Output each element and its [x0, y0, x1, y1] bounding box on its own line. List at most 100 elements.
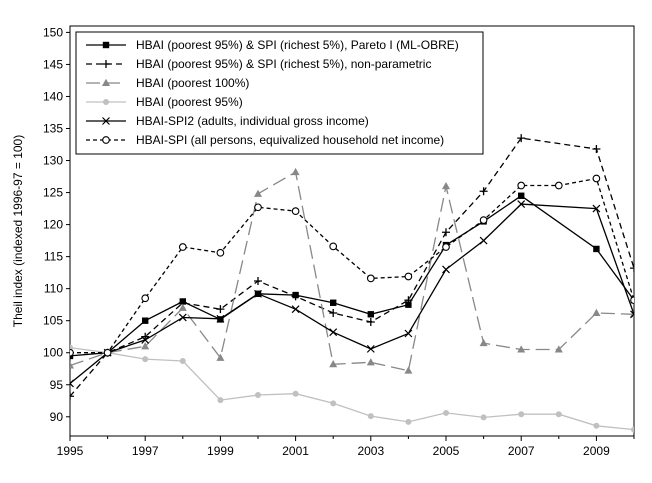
series-4-point — [179, 358, 186, 365]
series-5-point — [216, 314, 225, 323]
series-4 — [70, 344, 634, 433]
series-3-point — [254, 189, 262, 197]
series-3-point — [178, 303, 187, 311]
series-6-point — [103, 348, 112, 357]
series-5-point — [178, 313, 187, 322]
y-tick-label: 140 — [43, 89, 63, 103]
series-4-point — [255, 392, 261, 398]
series-5-point — [442, 265, 450, 274]
x-tick-label: 2003 — [357, 444, 384, 458]
series-4-point — [555, 411, 562, 418]
y-tick-label: 95 — [50, 378, 64, 392]
series-2-point — [254, 276, 262, 285]
series-3-point — [216, 353, 225, 361]
y-tick-label: 150 — [43, 25, 63, 39]
series-6-point — [592, 174, 601, 183]
series-6-point — [141, 294, 150, 303]
series-2-point — [517, 134, 526, 143]
series-6-line — [70, 177, 634, 354]
series-4-point — [367, 413, 374, 420]
series-1-point — [518, 192, 525, 199]
series-2-point — [216, 305, 225, 314]
legend-swatch-marker — [102, 41, 110, 49]
series-6-point — [70, 348, 74, 357]
series-3-point — [291, 167, 300, 176]
series-6-point — [630, 296, 634, 305]
series-5-point — [592, 204, 601, 213]
x-tick-label: 1995 — [57, 444, 84, 458]
series-2-point — [630, 264, 634, 273]
series-6-point — [291, 207, 300, 215]
series-2-point — [70, 392, 74, 401]
x-tick-label: 2001 — [282, 444, 309, 458]
series-3-point — [329, 360, 338, 368]
series-3-point — [517, 345, 526, 353]
x-tick-label: 1997 — [132, 444, 159, 458]
series-2-point — [404, 296, 413, 305]
series-4-point — [631, 426, 634, 433]
y-tick-label: 90 — [50, 410, 64, 424]
series-5-point — [70, 379, 74, 388]
series-4-point — [443, 409, 449, 416]
series-6-point — [216, 248, 225, 257]
series-3-point — [70, 361, 74, 369]
series-1-point — [330, 299, 337, 306]
series-3-point — [554, 345, 563, 353]
y-tick-label: 110 — [44, 282, 63, 296]
series-3 — [70, 167, 634, 374]
legend: HBAI (poorest 95%) & SPI (richest 5%), P… — [75, 31, 484, 155]
legend-swatch-marker — [102, 117, 110, 125]
x-tick-label: 2005 — [433, 444, 460, 458]
series-5-point — [517, 200, 526, 209]
series-4-line — [70, 346, 634, 431]
series-3-point — [592, 308, 601, 316]
series-6-point — [366, 274, 375, 283]
series-6-point — [442, 243, 450, 251]
series-5-point — [630, 310, 634, 319]
series-5 — [70, 200, 634, 388]
series-2-point — [479, 187, 488, 196]
legend-swatch-marker — [102, 136, 110, 144]
y-tick-label: 120 — [43, 218, 63, 232]
series-4-point — [480, 414, 487, 421]
series-3-point — [479, 338, 488, 347]
series-6-point — [554, 181, 563, 190]
series-4-point — [518, 411, 525, 418]
series-1-point — [367, 311, 374, 318]
y-tick-label: 100 — [43, 346, 63, 360]
series-4-point — [330, 400, 337, 407]
series-6-point — [479, 216, 488, 224]
series-4-point — [405, 418, 412, 425]
series-2-point — [366, 317, 375, 326]
y-tick-label: 135 — [43, 122, 63, 136]
series-2-point — [291, 292, 300, 301]
series-2-point — [329, 309, 338, 317]
y-axis: 90 95 100 105 110 115 120 125 130 135 140 145 150 — [43, 25, 70, 424]
x-axis: 1995 1997 1999 2001 2003 2005 2007 2009 — [57, 436, 635, 458]
legend-label: HBAI-SPI2 (adults, individual gross inco… — [136, 114, 369, 128]
legend-label: HBAI (poorest 95%) — [136, 95, 243, 109]
series-4-point — [292, 390, 299, 397]
series-5-point — [329, 328, 338, 337]
series-5-point — [479, 236, 488, 245]
y-tick-label: 125 — [43, 186, 63, 200]
series-3-point — [366, 358, 375, 366]
series-layer — [70, 134, 634, 433]
series-4-point — [217, 397, 224, 404]
series-6-point — [404, 272, 413, 281]
series-2-point — [442, 228, 450, 237]
series-1-point — [593, 245, 600, 253]
legend-box — [75, 31, 484, 155]
x-tick-label: 1999 — [207, 444, 234, 458]
legend-label: HBAI (poorest 100%) — [136, 76, 249, 90]
legend-label: HBAI (poorest 95%) & SPI (richest 5%), P… — [136, 38, 459, 52]
y-axis-label: Theil index (indexed 1996-97 = 100) — [11, 135, 25, 327]
legend-swatch-marker — [102, 60, 110, 68]
legend-label: HBAI-SPI (all persons, equivalized house… — [136, 133, 444, 147]
legend-swatch-marker — [102, 78, 110, 86]
series-1-point — [142, 317, 149, 324]
series-2-point — [592, 145, 601, 153]
series-6-point — [517, 181, 526, 190]
series-5-point — [404, 329, 413, 338]
